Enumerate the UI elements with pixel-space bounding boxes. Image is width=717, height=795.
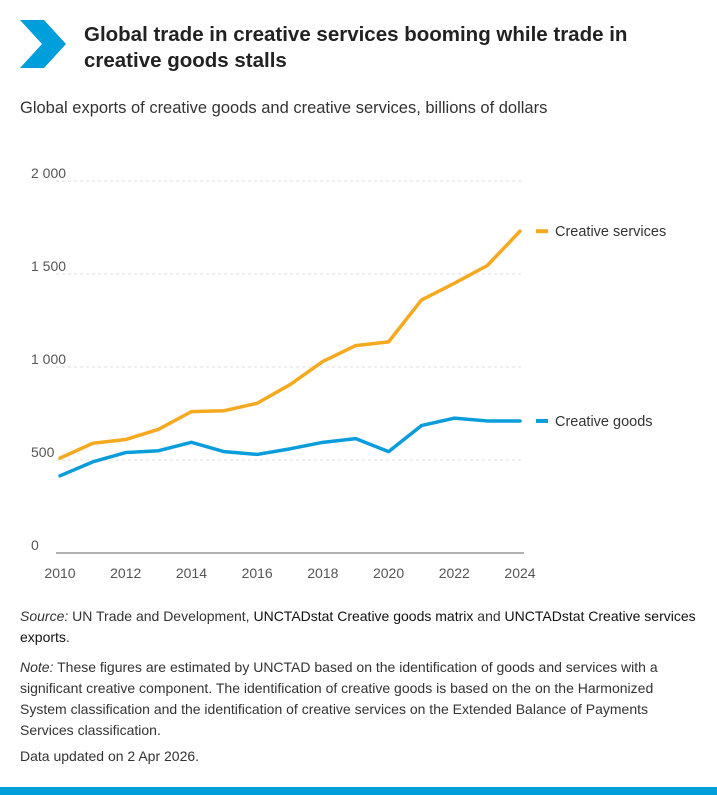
x-tick-label: 2010 <box>44 565 75 581</box>
x-tick-label: 2022 <box>439 565 470 581</box>
y-tick-label: 1 500 <box>31 258 66 274</box>
source-end: . <box>65 629 70 645</box>
methodology-note: Note: These figures are estimated by UNC… <box>20 657 700 741</box>
bottom-accent-bar <box>0 787 717 795</box>
source-text: UN Trade and Development, <box>72 608 250 624</box>
x-tick-label: 2014 <box>176 565 207 581</box>
chart-title: Global trade in creative services boomin… <box>84 23 628 72</box>
x-tick-label: 2016 <box>242 565 273 581</box>
source-and: and <box>477 608 501 624</box>
series-line-creative-goods <box>58 416 522 478</box>
legend-label-creative-services: Creative services <box>555 224 666 240</box>
chart-footer: Source: UN Trade and Development, UNCTAD… <box>20 606 700 767</box>
source-link-creative-goods[interactable]: UNCTADstat Creative goods matrix <box>253 608 474 624</box>
chevron-logo-icon <box>20 20 66 68</box>
y-tick-label: 0 <box>31 537 39 553</box>
source-link-creative-services[interactable]: UNCTADstat Creative services exports <box>20 608 696 645</box>
source-label: Source: <box>20 608 69 624</box>
source-note: Source: UN Trade and Development, UNCTAD… <box>20 606 700 648</box>
x-tick-label: 2012 <box>110 565 141 581</box>
y-tick-label: 1 000 <box>31 351 66 367</box>
x-tick-label: 2020 <box>373 565 404 581</box>
legend-label-creative-goods: Creative goods <box>555 414 653 430</box>
x-tick-label: 2018 <box>307 565 338 581</box>
note-label: Note: <box>20 659 54 675</box>
line-chart: 0 500 1 000 1 500 2 000 2010 2012 2014 2016 2018 2… <box>31 165 666 581</box>
series-line-creative-services <box>58 229 522 460</box>
y-tick-label: 500 <box>31 444 55 460</box>
x-tick-label: 2024 <box>504 565 535 581</box>
chart-subtitle: Global exports of creative goods and cre… <box>20 99 548 117</box>
note-text: These figures are estimated by UNCTAD ba… <box>20 659 658 738</box>
data-updated: Data updated on 2 Apr 2026. <box>20 748 200 764</box>
y-tick-label: 2 000 <box>31 165 66 181</box>
